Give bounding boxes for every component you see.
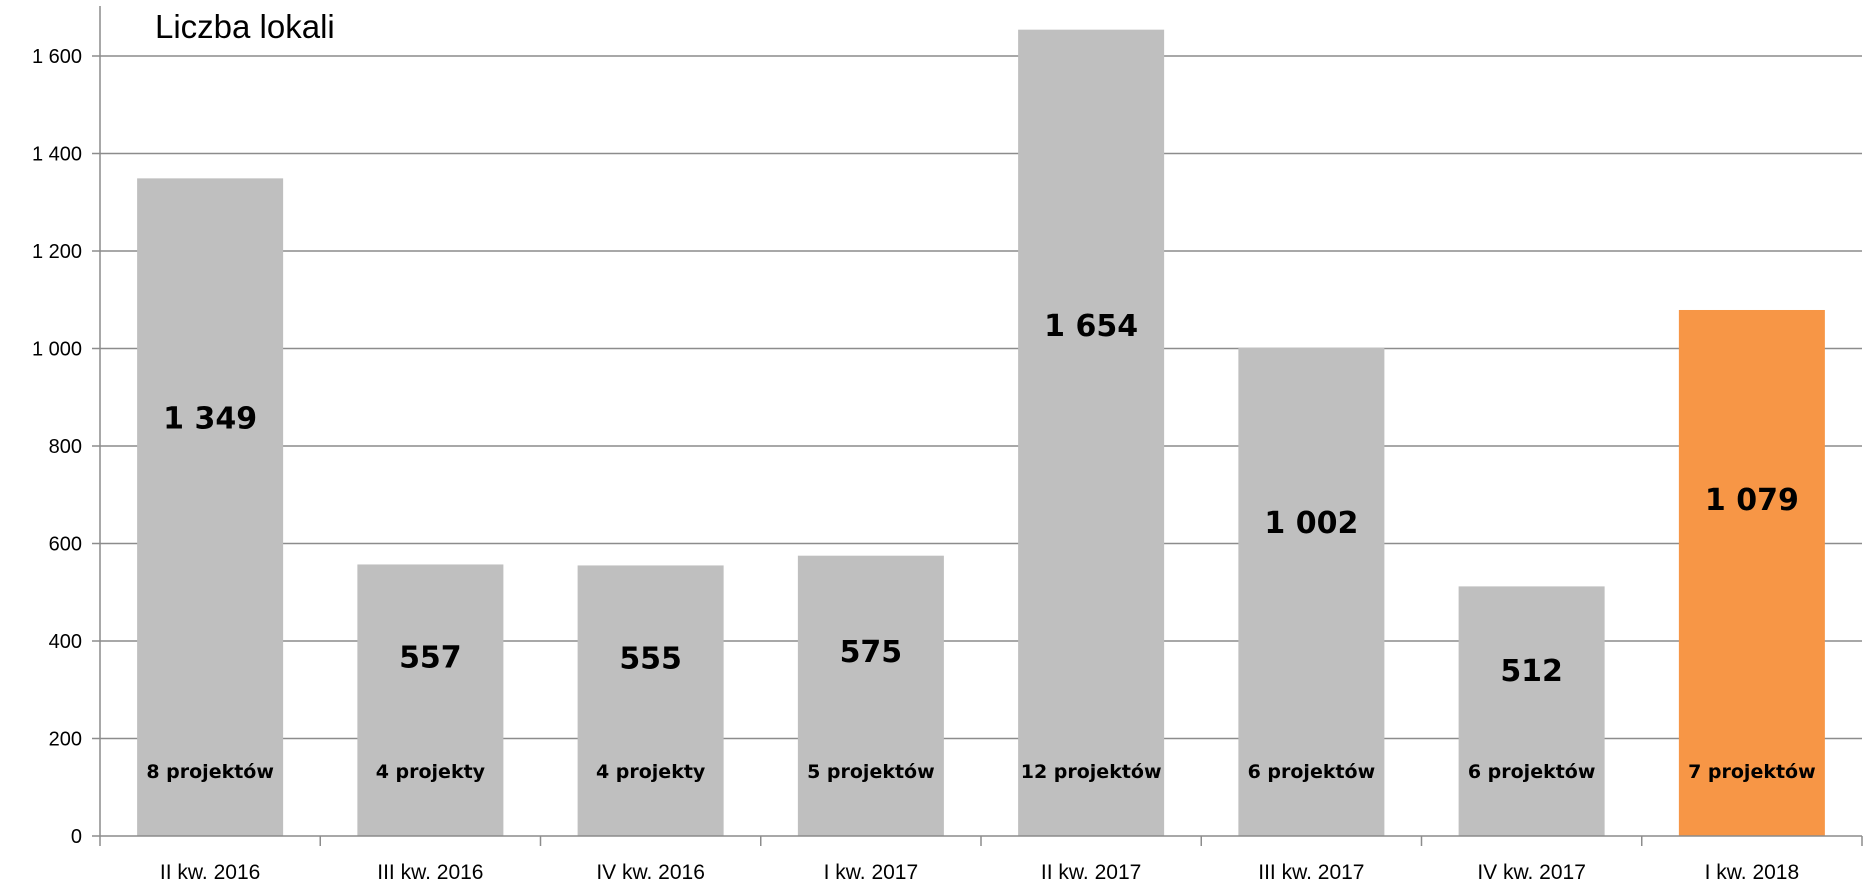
bar-project-label: 6 projektów bbox=[1468, 761, 1596, 783]
bar-value-label: 575 bbox=[840, 635, 903, 670]
x-tick-label: II kw. 2016 bbox=[160, 861, 260, 884]
bar bbox=[577, 565, 724, 836]
bar-value-label: 1 002 bbox=[1264, 506, 1358, 541]
bar-value-label: 557 bbox=[399, 641, 462, 676]
bar bbox=[1018, 29, 1165, 837]
bars bbox=[137, 29, 1825, 837]
x-tick-label: I kw. 2018 bbox=[1705, 861, 1800, 884]
y-tick-label: 1 400 bbox=[32, 144, 82, 166]
x-tick-label: III kw. 2016 bbox=[377, 861, 483, 884]
bar-value-label: 1 349 bbox=[163, 401, 257, 436]
x-tick-label: II kw. 2017 bbox=[1041, 861, 1141, 884]
bar-project-label: 4 projekty bbox=[596, 761, 706, 783]
bar bbox=[797, 555, 944, 836]
bar-project-label: 4 projekty bbox=[376, 761, 486, 783]
bar-value-label: 555 bbox=[619, 641, 682, 676]
bar-value-label: 1 654 bbox=[1044, 309, 1138, 344]
bar bbox=[1238, 347, 1385, 836]
axes bbox=[92, 6, 1863, 846]
y-tick-label: 0 bbox=[71, 826, 82, 848]
chart-title: Liczba lokali bbox=[155, 8, 335, 45]
x-tick-label: III kw. 2017 bbox=[1258, 861, 1364, 884]
y-tick-label: 1 000 bbox=[32, 339, 82, 361]
bar-project-label: 8 projektów bbox=[146, 761, 274, 783]
bar bbox=[357, 564, 504, 836]
bar bbox=[1678, 309, 1825, 836]
bar-value-label: 1 079 bbox=[1705, 483, 1799, 518]
bar-value-label: 512 bbox=[1500, 654, 1563, 689]
bar bbox=[1458, 586, 1605, 836]
bar bbox=[137, 178, 284, 837]
labels: 0 200 400 600 800 1 000 1 200 1 400 1 600 1 349 8 … bbox=[32, 46, 1816, 884]
bar-project-label: 6 projektów bbox=[1248, 761, 1376, 783]
y-tick-label: 200 bbox=[49, 729, 82, 751]
y-tick-label: 400 bbox=[49, 631, 82, 653]
bar-project-label: 7 projektów bbox=[1688, 761, 1816, 783]
y-tick-label: 1 200 bbox=[32, 241, 82, 263]
x-tick-label: I kw. 2017 bbox=[824, 861, 919, 884]
y-tick-label: 600 bbox=[49, 534, 82, 556]
bar-project-label: 12 projektów bbox=[1021, 761, 1162, 783]
y-tick-label: 1 600 bbox=[32, 46, 82, 68]
x-tick-label: IV kw. 2016 bbox=[596, 861, 705, 884]
y-tick-label: 800 bbox=[49, 436, 82, 458]
x-tick-label: IV kw. 2017 bbox=[1477, 861, 1586, 884]
bar-project-label: 5 projektów bbox=[807, 761, 935, 783]
